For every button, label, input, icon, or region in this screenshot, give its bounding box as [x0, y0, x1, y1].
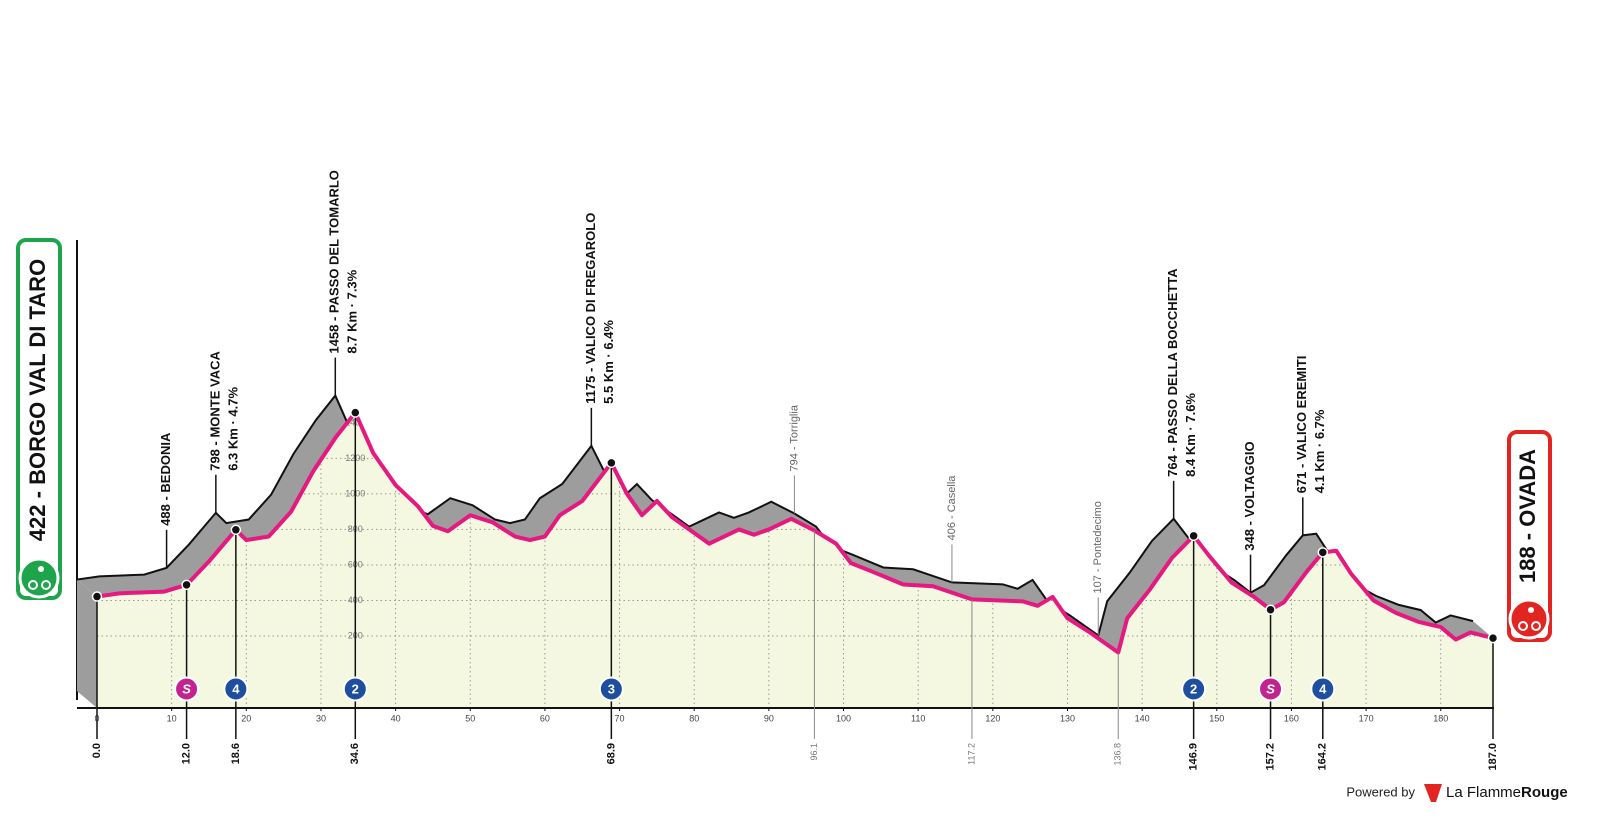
- point-sublabel: 6.3 Km · 4.7%: [225, 387, 240, 471]
- km-marker-dot: [181, 579, 192, 591]
- point-sublabel: 8.4 Km · 7.6%: [1183, 393, 1198, 477]
- x-tick-label: 100: [836, 713, 851, 723]
- km-marker-label: 68.9: [605, 743, 617, 764]
- km-marker-dot: [606, 457, 617, 469]
- km-marker-dot: [1265, 604, 1276, 615]
- point-label: 794 - Torriglia: [788, 404, 800, 471]
- x-tick-label: 60: [540, 713, 550, 723]
- point-label: 348 - VOLTAGGIO: [1242, 441, 1257, 550]
- badge-label: 3: [608, 681, 615, 696]
- x-tick-label: 20: [241, 713, 251, 723]
- start-icon-wheel: [41, 580, 51, 590]
- x-tick-label: 30: [316, 713, 326, 723]
- x-tick-label: 150: [1209, 713, 1224, 723]
- badge-label: 2: [1190, 681, 1197, 696]
- x-tick-label: 50: [465, 713, 475, 723]
- start-icon: [18, 557, 60, 599]
- brand-name: La FlammeRouge: [1446, 784, 1568, 801]
- x-tick-label: 70: [615, 713, 625, 723]
- km-marker-label: 157.2: [1264, 743, 1276, 771]
- x-tick-label: 120: [985, 713, 1000, 723]
- start-icon-head: [38, 566, 44, 572]
- point-label: 1175 - VALICO DI FREGAROLO: [583, 213, 598, 404]
- km-marker-label: 187.0: [1487, 743, 1499, 771]
- x-tick-label: 170: [1359, 713, 1374, 723]
- point-sublabel: 4.1 Km · 6.7%: [1312, 409, 1327, 493]
- x-tick-label: 80: [689, 713, 699, 723]
- point-label: 798 - MONTE VACA: [207, 351, 222, 471]
- brand-part-bold: Rouge: [1521, 784, 1568, 801]
- profile-area: [97, 412, 1493, 707]
- x-tick-label: 10: [167, 713, 177, 723]
- km-marker-dot: [91, 591, 103, 602]
- badge: [174, 676, 200, 702]
- km-marker-dot: [1487, 632, 1499, 644]
- badge: [1258, 676, 1284, 702]
- badge-label: S: [1266, 681, 1275, 696]
- x-tick-label: 110: [911, 713, 925, 723]
- km-marker-label: 146.9: [1188, 743, 1200, 771]
- point-label: 764 - PASSO DELLA BOCCHETTA: [1165, 268, 1180, 477]
- badge: [342, 676, 368, 702]
- point-label: 1458 - PASSO DEL TOMARLO: [327, 170, 342, 354]
- point-sublabel: 8.7 Km · 7.3%: [345, 269, 360, 353]
- km-marker-dot: [230, 524, 242, 536]
- badge: [1181, 676, 1207, 702]
- badge-label: S: [182, 681, 191, 696]
- point-label: 107 - Pontedecimo: [1092, 501, 1104, 593]
- point-label: 488 - BEDONIA: [158, 432, 173, 526]
- badge-label: 4: [1319, 681, 1327, 696]
- plot: 2004006008001000120014000102030405060708…: [76, 170, 1499, 771]
- finish-box: [1507, 430, 1552, 642]
- badge-label: 2: [352, 681, 359, 696]
- km-marker-label: 34.6: [349, 743, 361, 764]
- km-marker-label: 0.0: [91, 743, 103, 758]
- x-tick-label: 40: [391, 713, 401, 723]
- km-marker-dot: [1188, 530, 1199, 542]
- x-tick-label: 90: [764, 713, 774, 723]
- powered-by: Powered by: [1346, 784, 1415, 799]
- point-sublabel: 5.5 Km · 6.4%: [601, 320, 616, 404]
- km-marker-dot: [1317, 547, 1329, 558]
- finish-label: 188 - OVADA: [1515, 449, 1540, 583]
- profile-ridge: [76, 393, 1474, 638]
- km-marker-label: 117.2: [966, 743, 976, 765]
- point-label: 406 - Casella: [946, 475, 958, 541]
- badge: [223, 676, 249, 702]
- km-marker-label: 96.1: [809, 743, 819, 761]
- finish-icon: [1508, 598, 1550, 640]
- brand-part: La Flamme: [1446, 784, 1521, 801]
- x-tick-label: 160: [1284, 713, 1299, 723]
- x-tick-label: 130: [1060, 713, 1075, 723]
- km-marker-label: 136.8: [1113, 743, 1123, 766]
- finish-icon-head: [1528, 607, 1534, 613]
- badge-label: 4: [232, 681, 240, 696]
- finish-icon-wheel: [1518, 621, 1528, 631]
- km-marker-dot: [350, 407, 361, 418]
- finish-icon-wheel: [1531, 621, 1541, 631]
- brand-logo: [1424, 784, 1442, 802]
- point-label: 671 - VALICO EREMITI: [1294, 356, 1309, 494]
- profile-left-face: [77, 579, 97, 708]
- profile-side: [77, 395, 1493, 653]
- x-tick-label: 180: [1433, 713, 1448, 723]
- km-marker-label: 12.0: [180, 743, 192, 764]
- start-label: 422 - BORGO VAL DI TARO: [25, 259, 50, 541]
- badge: [1310, 676, 1336, 702]
- badge: [598, 676, 624, 702]
- start-icon-wheel: [28, 580, 38, 590]
- x-tick-label: 140: [1135, 713, 1150, 723]
- km-marker-label: 164.2: [1317, 743, 1329, 771]
- km-marker-label: 18.6: [230, 743, 242, 764]
